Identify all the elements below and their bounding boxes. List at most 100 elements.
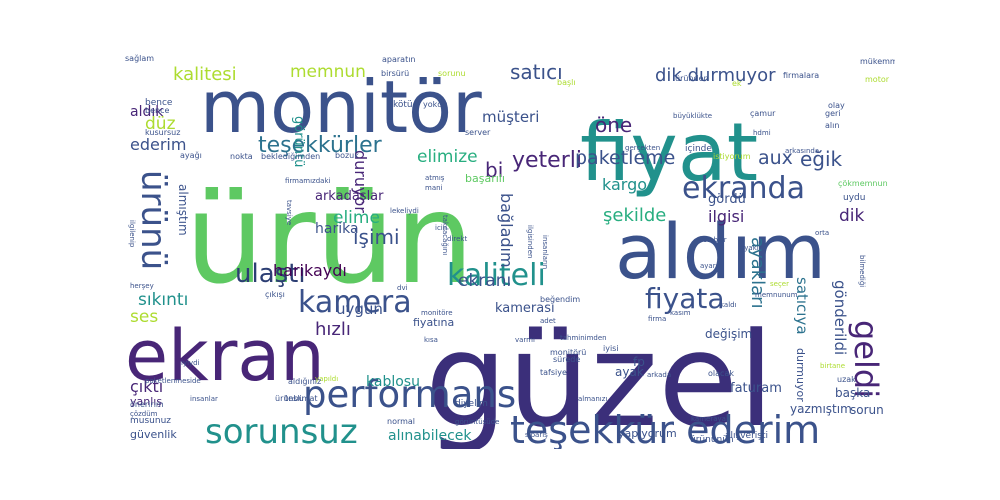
cloud-word: ürününün [690, 435, 734, 445]
cloud-word: görüntüsüde [455, 418, 500, 426]
cloud-word: gerçekten [625, 144, 660, 152]
cloud-word: aldık [130, 104, 164, 120]
cloud-word: bi [485, 158, 503, 182]
cloud-word: mani [425, 184, 443, 192]
cloud-word: duruyor [351, 150, 370, 213]
cloud-word: memnunum [755, 291, 798, 299]
cloud-word: durmuyor [794, 348, 807, 402]
cloud-word: önerirım [130, 400, 164, 409]
cloud-word: satıcı [510, 60, 563, 84]
cloud-word: ederim [130, 135, 186, 154]
cloud-word: güzel [425, 304, 774, 449]
cloud-word: alın [825, 121, 839, 130]
cloud-word: elimize [417, 147, 478, 167]
cloud-word: işimi [353, 225, 400, 249]
cloud-word: kalitesi [173, 64, 237, 85]
cloud-word: herşey [130, 282, 154, 290]
cloud-word: istiyorum [713, 152, 751, 161]
cloud-word: büyüklükte [673, 112, 712, 120]
cloud-word: icin [435, 224, 447, 232]
cloud-word: seçer [770, 280, 789, 288]
cloud-word: monitör [200, 65, 482, 149]
cloud-word: adet [540, 317, 556, 325]
cloud-word: alışverişti [725, 431, 768, 441]
cloud-word: arkasında [785, 147, 819, 155]
cloud-word: kasım [670, 309, 691, 317]
cloud-word: alınabilecek [388, 428, 472, 444]
cloud-word: mükemmel [860, 57, 895, 66]
cloud-word: ayakla [740, 244, 763, 252]
cloud-word: motor [865, 75, 890, 84]
cloud-word: kameraya [691, 415, 726, 423]
cloud-word: çamur [750, 109, 776, 118]
cloud-word: hızlı [315, 319, 351, 340]
cloud-word: ek [732, 79, 742, 88]
cloud-word: uzak [837, 375, 856, 384]
cloud-word: tavsiye [285, 200, 293, 225]
cloud-word: fiyat [580, 106, 758, 199]
cloud-word: arkadaşlar [315, 189, 384, 204]
cloud-word: değişim [705, 327, 752, 341]
cloud-word: teşekkür ederim [510, 408, 820, 449]
cloud-word: sorunsuz [205, 412, 358, 449]
cloud-word: paketlenmeside [145, 377, 201, 385]
cloud-word: hdmi [753, 129, 771, 137]
cloud-word: firma [648, 315, 666, 323]
cloud-word: sorunu [438, 69, 466, 78]
cloud-word: görüntü [291, 116, 306, 167]
cloud-word: monitörü [550, 348, 586, 357]
cloud-word: memnun [290, 62, 366, 82]
cloud-word: sürede [553, 355, 580, 364]
cloud-word: dik [839, 206, 865, 226]
cloud-word: performans [303, 373, 516, 416]
cloud-word: lekeliydi [390, 207, 419, 215]
cloud-word: arkada [647, 371, 671, 379]
cloud-word: fp [633, 355, 645, 369]
cloud-word: dik durmuyor [655, 65, 776, 86]
cloud-word: ulaştı [235, 259, 306, 289]
cloud-word: harika [315, 221, 359, 237]
cloud-word: çıkışı [265, 290, 285, 299]
cloud-word: ayarı [700, 262, 718, 270]
cloud-word: harikaydı [273, 261, 347, 280]
cloud-word: insanların [541, 235, 549, 269]
cloud-word: başarılı [465, 172, 505, 185]
cloud-word: insanlar [190, 395, 218, 403]
cloud-word: almıştım [176, 184, 190, 236]
cloud-word: sorun [850, 403, 884, 417]
cloud-word: teşekkürler [258, 133, 383, 158]
cloud-word: aparatın [382, 55, 416, 64]
cloud-word: olabilir [703, 236, 727, 244]
cloud-word: ekranı [458, 271, 511, 291]
cloud-word: ayak [615, 365, 644, 379]
cloud-word: fiyatına [413, 316, 454, 329]
cloud-word: teslimat [285, 394, 318, 403]
cloud-word: yanlış [130, 395, 162, 408]
cloud-word: gönderildi [831, 280, 849, 355]
cloud-word: beğendim [540, 295, 580, 304]
cloud-word: musunuz [130, 416, 171, 426]
cloud-word: yapıldı [315, 375, 338, 383]
cloud-word: kamera [298, 285, 412, 320]
cloud-word: ürün [185, 167, 474, 312]
cloud-word: çıktı [130, 377, 163, 396]
cloud-word: satıcıya [793, 277, 811, 335]
cloud-word: birsürü [381, 69, 409, 78]
cloud-word: kablosu [366, 374, 420, 390]
cloud-word: ürünbu [275, 394, 304, 403]
cloud-word: siparış [525, 431, 548, 439]
cloud-word: ayakları [747, 237, 768, 309]
cloud-word: bence [145, 106, 169, 115]
cloud-word: kötü [393, 100, 413, 110]
cloud-word: çözdüm [130, 410, 158, 418]
cloud-word: şekilde [603, 205, 666, 226]
cloud-word: ses [130, 307, 158, 327]
cloud-word: paketleme [575, 147, 675, 169]
cloud-word: öne [595, 113, 632, 137]
cloud-word: almanızı [578, 395, 607, 403]
cloud-word: gördü [708, 192, 746, 207]
cloud-word: elime [333, 208, 380, 228]
cloud-word: başka [835, 386, 870, 400]
cloud-word: ekranda [682, 171, 805, 206]
